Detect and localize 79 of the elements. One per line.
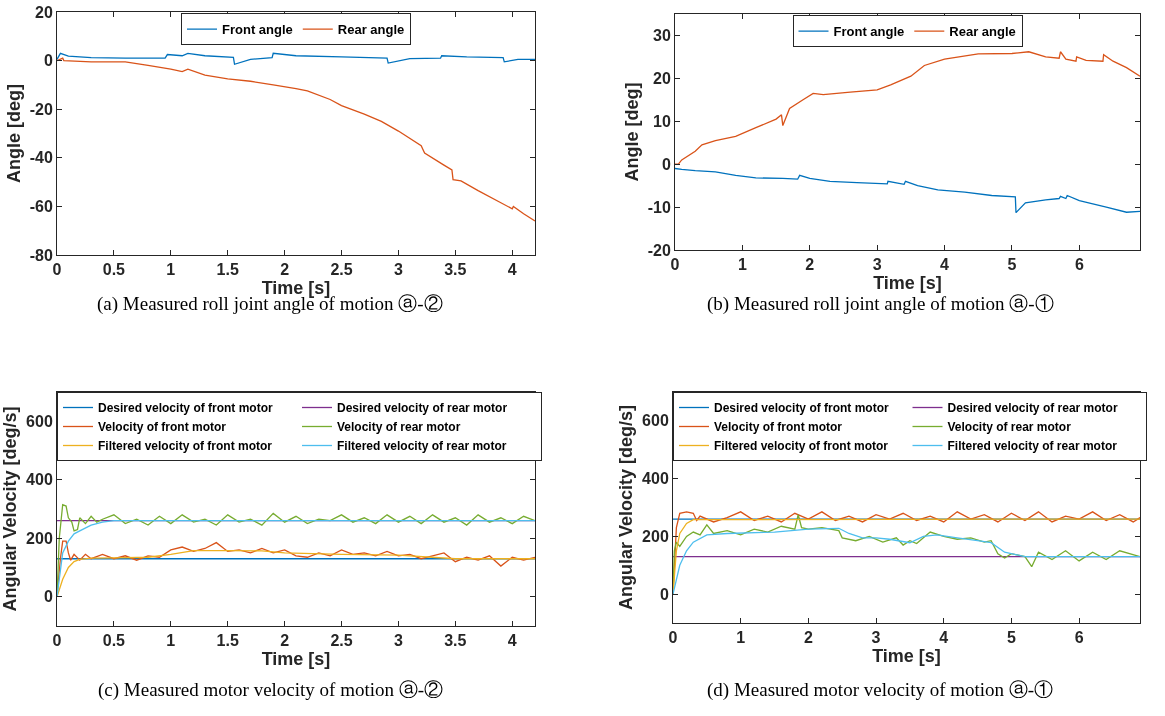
text: (c) Measured motor velocity of motion ⓐ-② <box>98 679 444 701</box>
y-tick-label: -80 <box>29 246 53 264</box>
y-tick-label: 600 <box>26 412 53 430</box>
x-tick-label: 2.5 <box>330 632 353 650</box>
x-tick-label: 0.5 <box>102 261 126 279</box>
legend-label: Desired velocity of front motor <box>98 401 274 416</box>
x-tick-label: 3.5 <box>444 632 467 650</box>
y-axis-title: Angle [deg] <box>621 82 642 182</box>
legend-label: Desired velocity of front motor <box>714 401 890 416</box>
y-tick-label: -20 <box>29 100 53 118</box>
x-tick-label: 1 <box>736 629 746 647</box>
y-axis-title: Angle [deg] <box>3 84 24 183</box>
x-tick-label: 1.5 <box>216 261 239 279</box>
y-tick-label: -60 <box>29 198 53 215</box>
legend-label: Velocity of front motor <box>714 420 843 435</box>
y-tick-label: 30 <box>653 27 671 45</box>
x-tick-label: 6 <box>1074 256 1084 274</box>
y-tick-label: 0 <box>661 155 671 173</box>
legend-label: Filtered velocity of rear motor <box>947 439 1118 454</box>
x-axis-title: Time [s] <box>872 646 941 667</box>
x-axis-title: Time [s] <box>261 649 331 670</box>
legend-label: Velocity of rear motor <box>337 420 461 435</box>
legend-label: Filtered velocity of front motor <box>714 439 889 454</box>
legend-label: Filtered velocity of front motor <box>98 439 273 454</box>
y-tick-label: 0 <box>43 52 53 70</box>
y-tick-label: 0 <box>659 585 669 603</box>
x-tick-label: 3 <box>393 632 403 650</box>
x-tick-label: 2 <box>805 256 815 274</box>
x-tick-label: 3 <box>872 256 882 274</box>
legend-label: Front angle <box>222 22 293 38</box>
x-tick-label: 2 <box>280 261 290 279</box>
x-tick-label: 2 <box>803 629 813 647</box>
y-tick-label: -40 <box>29 149 53 167</box>
legend-label: Velocity of front motor <box>98 420 227 435</box>
x-tick-label: 6 <box>1074 629 1084 647</box>
line-series <box>57 52 535 65</box>
x-tick-label: 2.5 <box>330 261 353 279</box>
x-tick-label: 2 <box>280 632 290 650</box>
legend-label: Front angle <box>833 24 905 40</box>
x-axis-title: Time [s] <box>873 273 942 294</box>
y-tick-label: 200 <box>26 529 53 547</box>
y-tick-label: 20 <box>35 3 53 21</box>
legend-label: Velocity of rear motor <box>947 420 1072 435</box>
text: (b) Measured roll joint angle of motion ⓐ-① <box>707 293 1054 315</box>
y-tick-label: 400 <box>26 471 53 489</box>
y-tick-label: -10 <box>647 198 671 216</box>
y-tick-label: 0 <box>43 588 53 606</box>
line-series <box>57 57 535 222</box>
legend-label: Rear angle <box>337 22 405 38</box>
y-tick-label: 400 <box>642 470 669 488</box>
x-tick-label: 4 <box>507 261 517 279</box>
legend-label: Filtered velocity of rear motor <box>337 439 507 454</box>
x-tick-label: 5 <box>1006 629 1016 647</box>
x-tick-label: 1 <box>737 256 747 274</box>
line-series <box>57 520 535 598</box>
x-tick-label: 1 <box>166 261 176 279</box>
y-axis-title: Angular Velocity [deg/s] <box>0 406 21 612</box>
x-tick-label: 3 <box>393 261 403 279</box>
x-tick-label: 3.5 <box>444 261 467 279</box>
legend-label: Rear angle <box>949 24 1016 40</box>
x-tick-label: 0.5 <box>102 632 126 650</box>
x-tick-label: 4 <box>507 632 517 650</box>
x-tick-label: 4 <box>940 256 950 274</box>
text: (d) Measured motor velocity of motion ⓐ-① <box>707 679 1054 701</box>
line-series <box>675 51 1140 165</box>
line-series <box>675 167 1140 214</box>
y-tick-label: -20 <box>647 241 671 259</box>
y-tick-label: 10 <box>653 112 671 130</box>
y-tick-label: 200 <box>642 527 669 545</box>
y-tick-label: 600 <box>642 412 669 430</box>
y-tick-label: 20 <box>653 69 671 87</box>
x-tick-label: 3 <box>871 629 881 647</box>
x-tick-label: 1 <box>166 632 176 650</box>
x-tick-label: 1.5 <box>216 632 239 650</box>
x-tick-label: 5 <box>1007 256 1017 274</box>
legend-label: Desired velocity of rear motor <box>337 401 508 416</box>
x-tick-label: 4 <box>939 629 949 647</box>
legend-label: Desired velocity of rear motor <box>947 401 1118 416</box>
y-axis-title: Angular Velocity [deg/s] <box>616 404 637 611</box>
